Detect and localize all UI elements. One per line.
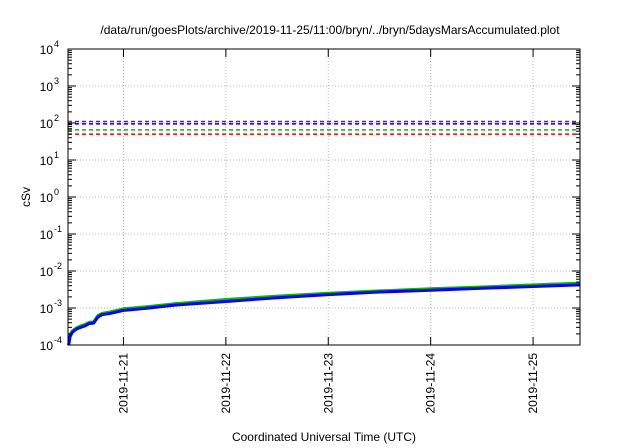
y-tick-label: 10 (40, 43, 54, 57)
y-tick-exponent: 0 (54, 187, 59, 197)
x-tick-label: 2019-11-21 (116, 353, 130, 414)
y-tick-exponent: -2 (54, 261, 62, 271)
reference-lines (68, 120, 580, 135)
y-tick-label: 10 (40, 265, 54, 279)
x-axis-ticks: 2019-11-21 2019-11-22 2019-11-23 2019-11-24… (116, 49, 540, 414)
y-tick-exponent: 1 (54, 150, 59, 160)
chart-title: /data/run/goesPlots/archive/2019-11-25/1… (100, 23, 560, 37)
y-tick-label: 10 (40, 154, 54, 168)
data-series (67, 281, 581, 346)
y-tick-label: 10 (40, 339, 54, 353)
y-tick-exponent: 3 (54, 76, 59, 86)
y-tick-exponent: -1 (54, 224, 62, 234)
y-tick-label: 10 (40, 80, 54, 94)
y-axis-label: cSv (19, 187, 33, 207)
grid (68, 49, 580, 345)
x-tick-label: 2019-11-23 (321, 353, 335, 414)
x-tick-label: 2019-11-24 (424, 353, 438, 414)
series-line (67, 283, 581, 346)
y-tick-exponent: -3 (54, 298, 62, 308)
x-tick-label: 2019-11-22 (219, 353, 233, 414)
y-tick-label: 10 (40, 302, 54, 316)
series-line (67, 281, 581, 346)
x-axis-label: Coordinated Universal Time (UTC) (232, 430, 416, 444)
x-tick-label: 2019-11-25 (526, 353, 540, 414)
y-tick-exponent: 2 (54, 113, 59, 123)
y-tick-exponent: -4 (54, 335, 62, 345)
y-tick-exponent: 4 (54, 39, 59, 49)
y-tick-label: 10 (40, 191, 54, 205)
y-tick-label: 10 (40, 117, 54, 131)
y-tick-label: 10 (40, 228, 54, 242)
